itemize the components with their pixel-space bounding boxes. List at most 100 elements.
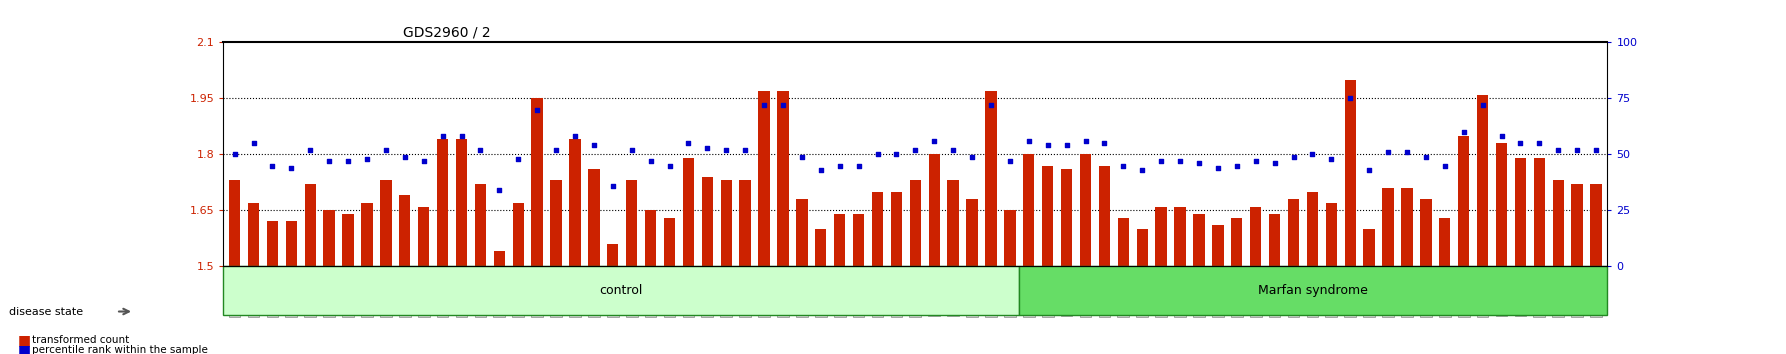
Point [957,154,986,159]
Bar [532,98,543,266]
Bar [986,91,997,266]
Bar [380,181,391,266]
Point [713,147,741,153]
Point [1450,129,1479,135]
Point [1525,140,1554,146]
Point [1034,143,1063,148]
Bar [1325,203,1338,266]
Bar [1345,80,1356,266]
Point [1147,158,1175,164]
Point [807,167,836,173]
Point [239,140,268,146]
FancyBboxPatch shape [223,266,1020,315]
Point [1356,167,1384,173]
Bar [664,218,675,266]
Point [673,140,702,146]
Bar [1382,188,1393,266]
Bar [1268,214,1281,266]
Bar [1136,229,1148,266]
Point [1393,149,1422,155]
Bar [909,181,922,266]
Point [1129,167,1157,173]
Point [466,147,495,153]
Point [1298,152,1327,157]
Point [995,158,1023,164]
Point [486,187,514,193]
Point [1543,147,1572,153]
Text: ■: ■ [18,343,30,354]
Text: control: control [600,284,643,297]
Point [882,152,911,157]
Point [730,147,759,153]
Bar [1590,184,1602,266]
Point [618,147,647,153]
Bar [305,184,316,266]
Point [598,183,627,189]
Bar [739,181,750,266]
Point [1014,138,1043,144]
Bar [286,222,296,266]
Point [1184,160,1213,166]
Point [863,152,891,157]
Bar [1420,199,1432,266]
Point [561,133,589,139]
Bar [814,229,827,266]
Point [1468,102,1497,108]
Point [1488,133,1516,139]
Text: ■: ■ [18,333,30,347]
Point [220,152,248,157]
Point [277,165,305,171]
Point [1316,156,1345,162]
Bar [266,222,279,266]
Point [1261,160,1289,166]
Text: GDS2960 / 2: GDS2960 / 2 [404,26,491,40]
Point [825,163,854,169]
Point [845,163,873,169]
Bar [1118,218,1129,266]
Text: transformed count: transformed count [32,335,129,345]
Bar [834,214,845,266]
Text: percentile rank within the sample: percentile rank within the sample [32,346,207,354]
Text: disease state: disease state [9,307,84,316]
Point [523,107,552,113]
Bar [1402,188,1413,266]
Bar [947,181,959,266]
Bar [645,210,655,266]
Bar [493,251,505,266]
Bar [720,181,732,266]
Bar [475,184,486,266]
Point [750,102,779,108]
Bar [1250,207,1261,266]
Point [391,154,420,159]
Bar [1041,166,1054,266]
Point [1582,147,1611,153]
Point [1506,140,1534,146]
Bar [1098,166,1111,266]
Bar [1363,229,1375,266]
Point [1431,163,1459,169]
Bar [229,181,241,266]
Point [636,158,664,164]
Point [259,163,288,169]
Point [1109,163,1138,169]
Point [1563,147,1591,153]
Point [1279,154,1307,159]
Bar [854,214,864,266]
Point [768,102,797,108]
Point [1089,140,1118,146]
Bar [588,169,600,266]
Bar [1061,169,1072,266]
Bar [1572,184,1582,266]
Bar [1156,207,1166,266]
Point [334,158,363,164]
Bar [343,214,354,266]
Bar [1213,225,1223,266]
Bar [797,199,807,266]
Point [655,163,684,169]
Bar [1004,210,1016,266]
Point [314,158,343,164]
Point [504,156,532,162]
Bar [1552,181,1565,266]
Point [939,147,968,153]
Bar [702,177,713,266]
